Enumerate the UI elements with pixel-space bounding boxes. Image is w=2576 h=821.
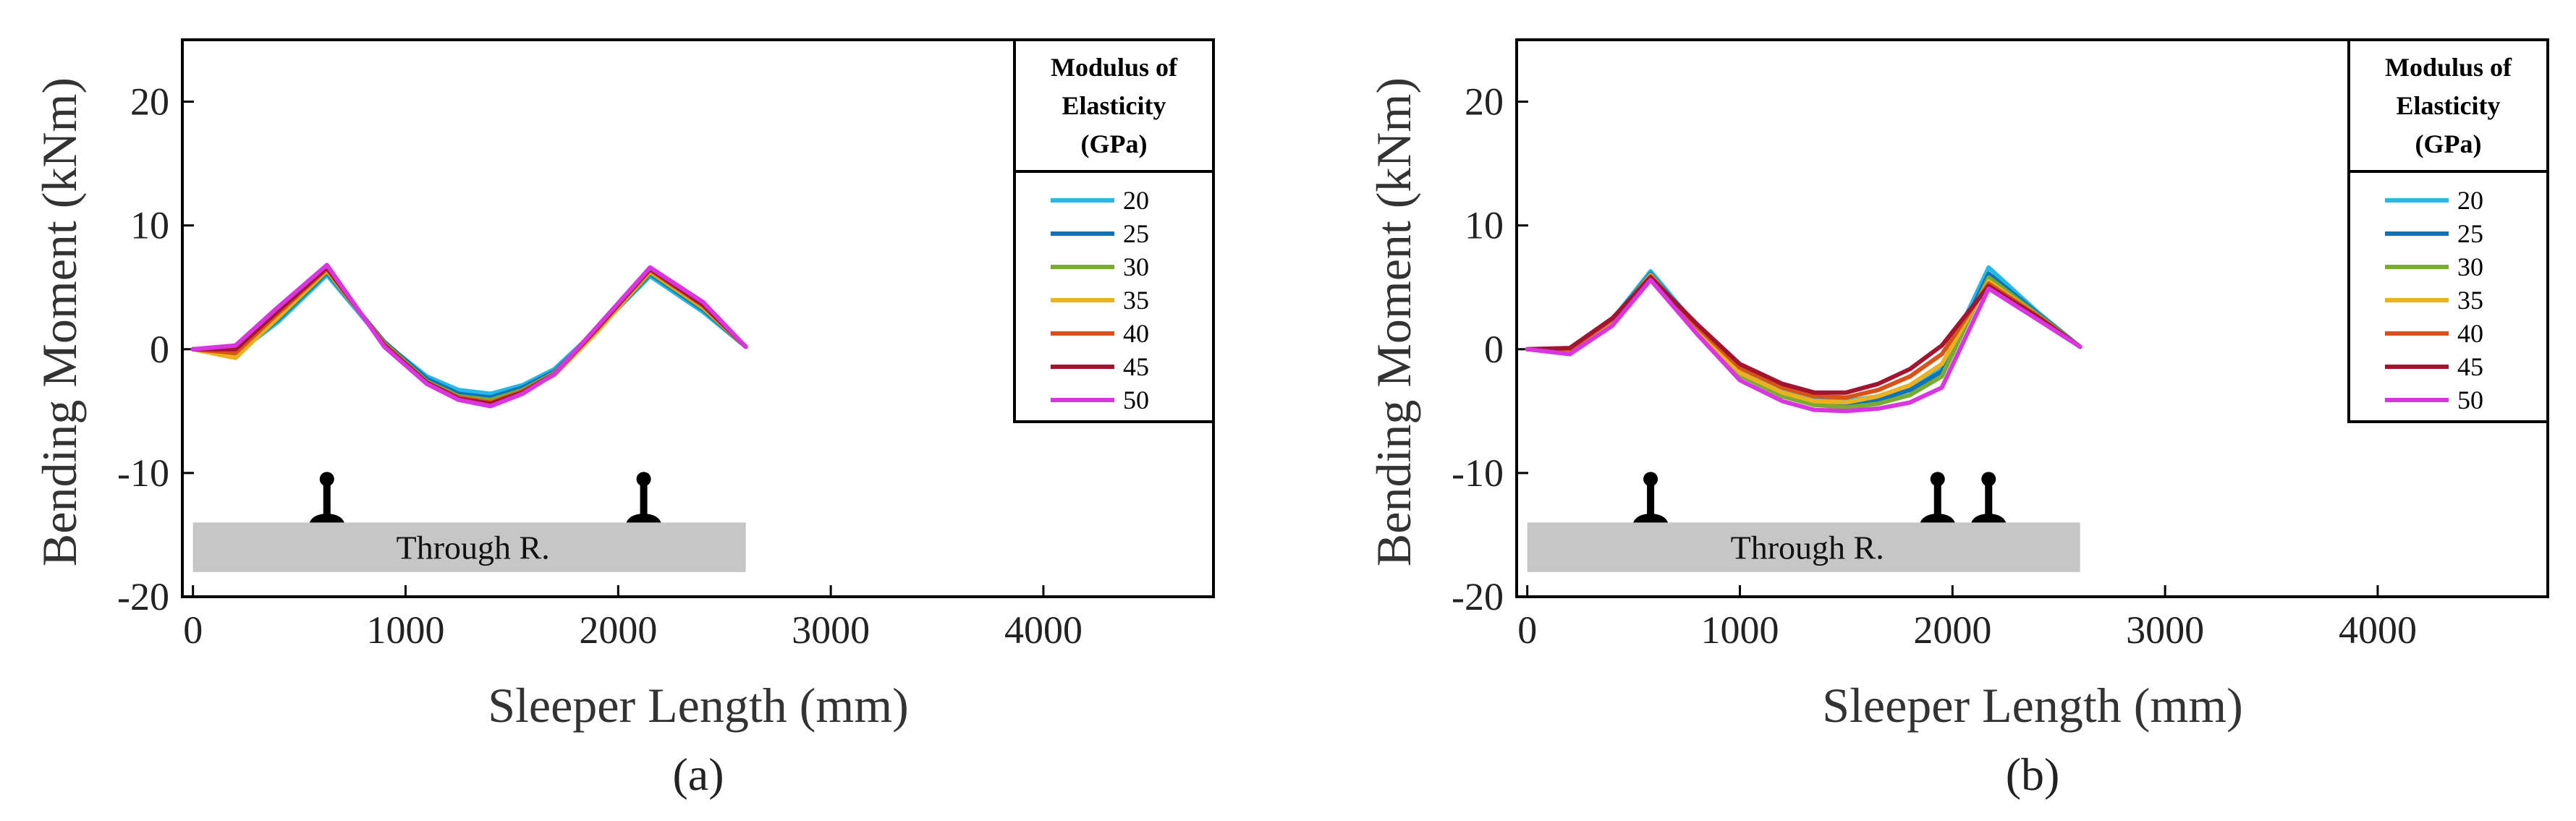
legend-entry: 45: [1051, 352, 1149, 381]
series-line-45: [190, 265, 748, 407]
chart-panel-b: Bending Moment (kNm) Sleeper Length (mm)…: [1366, 38, 2549, 800]
panel-caption: (a): [672, 749, 724, 800]
x-tick-label: 4000: [1004, 608, 1082, 652]
legend-title-line: Elasticity: [2397, 91, 2501, 120]
legend-label: 35: [2457, 286, 2483, 315]
legend-label: 25: [2457, 219, 2483, 248]
legend-entry: 20: [1051, 186, 1149, 215]
legend-entry: 50: [2385, 386, 2483, 414]
legend-title-line: (GPa): [2415, 129, 2482, 158]
data-series: [190, 263, 748, 409]
x-tick-label: 1000: [367, 608, 445, 652]
series-line-35: [190, 268, 748, 405]
x-axis-label: Sleeper Length (mm): [488, 678, 909, 733]
series-line-50: [1525, 278, 2083, 414]
rail-icon: [626, 472, 661, 523]
legend-entry: 50: [1051, 386, 1149, 414]
sleeper-diagram: Through R.: [192, 472, 746, 572]
sleeper-diagram: Through R.: [1527, 472, 2080, 572]
rail-icon: [1971, 472, 2007, 523]
rail-icons: [1633, 472, 2007, 523]
y-tick-label: -10: [1452, 451, 1504, 495]
sleeper-label: Through R.: [1731, 529, 1884, 566]
legend-entry: 35: [1051, 286, 1149, 315]
legend-label: 50: [2457, 386, 2483, 414]
sleeper-bar: [1527, 522, 2080, 572]
legend-entry: 35: [2385, 286, 2483, 315]
legend: Modulus of Elasticity (GPa) 20 25 30 35 40 45…: [1013, 38, 1215, 423]
legend-entry: 30: [2385, 252, 2483, 281]
x-tick-label: 0: [1517, 608, 1537, 652]
legend-label: 45: [2457, 352, 2483, 381]
series-line-20: [190, 273, 748, 396]
legend-label: 20: [1123, 186, 1149, 215]
legend-entry: 45: [2385, 352, 2483, 381]
x-ticks: 0 1000 2000 3000 4000: [1517, 608, 2417, 652]
legend-title-line: Modulus of: [2385, 53, 2512, 82]
y-tick-label: -10: [117, 451, 169, 495]
legend-label: 30: [2457, 252, 2483, 281]
x-tick-label: 3000: [792, 608, 870, 652]
tick-marks: [182, 101, 1045, 598]
series-line-25: [190, 270, 748, 400]
legend-entry: 20: [2385, 186, 2483, 215]
y-axis-label: Bending Moment (kNm): [32, 77, 87, 566]
legend-entry: 30: [1051, 252, 1149, 281]
legend-box: [2347, 38, 2549, 423]
legend-label: 40: [1123, 319, 1149, 348]
series-line-40: [190, 266, 748, 405]
x-tick-label: 2000: [579, 608, 657, 652]
sleeper-bar: [192, 522, 746, 572]
legend-title-line: Modulus of: [1051, 53, 1178, 82]
legend: Modulus of Elasticity (GPa) 20 25 30 35 40 45…: [2347, 38, 2549, 423]
legend-label: 50: [1123, 386, 1149, 414]
y-axis-label: Bending Moment (kNm): [1366, 77, 1421, 566]
y-tick-label: -20: [117, 575, 169, 618]
legend-label: 25: [1123, 219, 1149, 248]
rail-icon: [1633, 472, 1669, 523]
x-ticks: 0 1000 2000 3000 4000: [183, 608, 1082, 652]
series-line-30: [190, 269, 748, 402]
legend-label: 20: [2457, 186, 2483, 215]
legend-entries: 20 25 30 35 40 45 50: [1051, 186, 1149, 414]
y-tick-label: 0: [1484, 328, 1504, 371]
panel-caption: (b): [2006, 749, 2060, 800]
rail-icons: [309, 472, 661, 523]
series-line-50: [190, 263, 748, 409]
legend-box: [1013, 38, 1215, 423]
legend-label: 45: [1123, 352, 1149, 381]
legend-entry: 40: [2385, 319, 2483, 348]
data-series: [1525, 265, 2083, 414]
y-tick-label: 20: [1465, 80, 1504, 124]
x-tick-label: 2000: [1913, 608, 1991, 652]
y-tick-label: 10: [1465, 204, 1504, 247]
x-tick-label: 0: [183, 608, 203, 652]
legend-label: 40: [2457, 319, 2483, 348]
legend-label: 30: [1123, 252, 1149, 281]
y-tick-label: 0: [150, 328, 169, 371]
y-tick-label: 10: [130, 204, 169, 247]
chart-panel-a: Bending Moment (kNm) Sleeper Length (mm)…: [32, 38, 1215, 800]
y-ticks: 20 10 0 -10 -20: [1452, 80, 1504, 618]
legend-entries: 20 25 30 35 40 45 50: [2385, 186, 2483, 414]
sleeper-label: Through R.: [397, 529, 550, 566]
series-line-45: [1525, 275, 2083, 395]
y-ticks: 20 10 0 -10 -20: [117, 80, 169, 618]
y-tick-label: 20: [130, 80, 169, 124]
x-tick-label: 1000: [1701, 608, 1779, 652]
legend-title-line: Elasticity: [1062, 91, 1166, 120]
rail-icon: [309, 472, 344, 523]
rail-icon: [1920, 472, 1955, 523]
x-tick-label: 4000: [2339, 608, 2417, 652]
legend-entry: 25: [2385, 219, 2483, 248]
x-axis-label: Sleeper Length (mm): [1822, 678, 2243, 733]
legend-entry: 25: [1051, 219, 1149, 248]
y-tick-label: -20: [1452, 575, 1504, 618]
legend-label: 35: [1123, 286, 1149, 315]
legend-entry: 40: [1051, 319, 1149, 348]
legend-title-line: (GPa): [1081, 129, 1148, 158]
x-tick-label: 3000: [2126, 608, 2204, 652]
